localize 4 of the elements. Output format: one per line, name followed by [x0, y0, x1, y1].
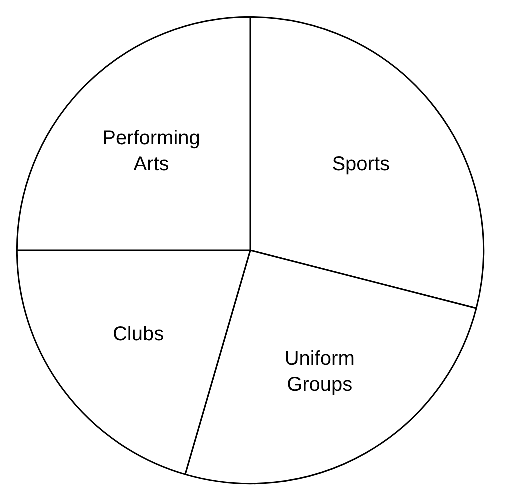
slice-label: Sports — [332, 154, 390, 176]
slice-label: Uniform Groups — [284, 348, 355, 396]
slice-label: Clubs — [112, 324, 164, 346]
slice-label: Performing Arts — [102, 128, 200, 176]
